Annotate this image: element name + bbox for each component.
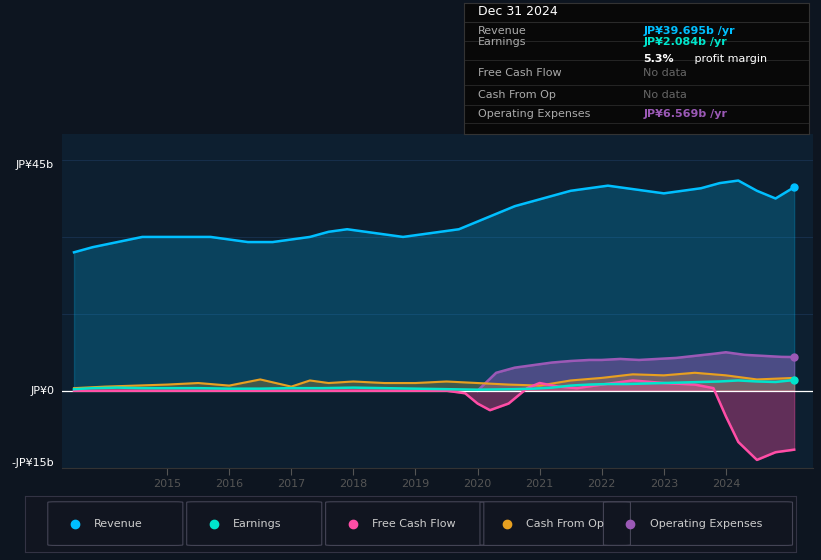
Text: Free Cash Flow: Free Cash Flow: [372, 519, 456, 529]
Text: No data: No data: [643, 90, 687, 100]
Text: JP¥0: JP¥0: [30, 386, 54, 396]
Text: JP¥2.084b /yr: JP¥2.084b /yr: [643, 37, 727, 47]
Text: JP¥39.695b /yr: JP¥39.695b /yr: [643, 26, 735, 36]
Text: Earnings: Earnings: [478, 37, 526, 47]
Text: JP¥6.569b /yr: JP¥6.569b /yr: [643, 109, 727, 119]
Text: Earnings: Earnings: [233, 519, 282, 529]
Text: No data: No data: [643, 68, 687, 77]
Text: 5.3%: 5.3%: [643, 54, 674, 64]
Text: Revenue: Revenue: [478, 26, 526, 36]
Text: profit margin: profit margin: [691, 54, 768, 64]
Text: Dec 31 2024: Dec 31 2024: [478, 5, 557, 18]
Text: -JP¥15b: -JP¥15b: [11, 458, 54, 468]
Text: Free Cash Flow: Free Cash Flow: [478, 68, 562, 77]
Text: Operating Expenses: Operating Expenses: [478, 109, 590, 119]
Text: JP¥45b: JP¥45b: [16, 160, 54, 170]
Text: Cash From Op: Cash From Op: [478, 90, 556, 100]
Text: Revenue: Revenue: [94, 519, 143, 529]
Text: Cash From Op: Cash From Op: [526, 519, 604, 529]
Text: Operating Expenses: Operating Expenses: [649, 519, 762, 529]
